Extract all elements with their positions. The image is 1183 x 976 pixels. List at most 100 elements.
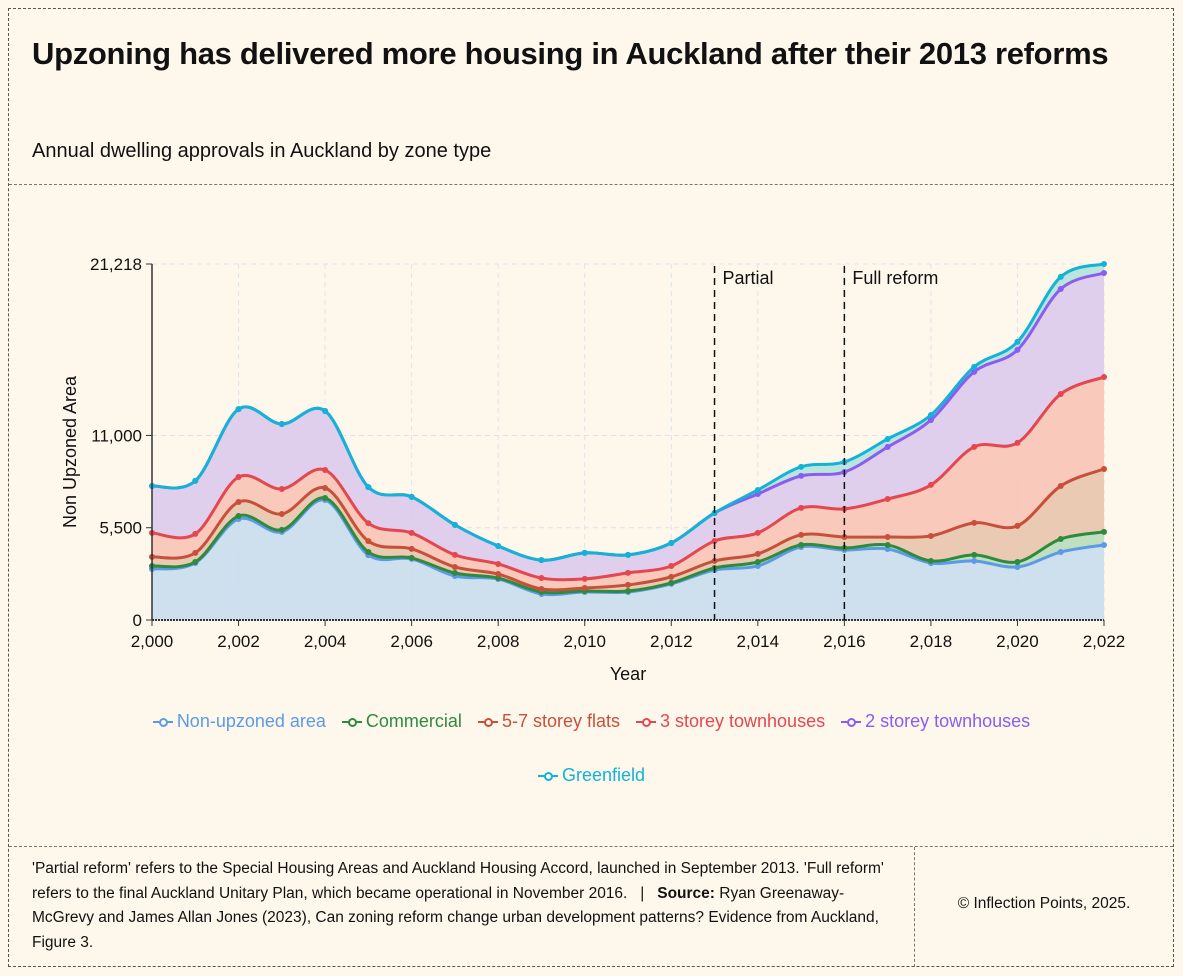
point-commercial: [971, 551, 978, 558]
legend-marker-icon: [537, 770, 558, 782]
legend-item[interactable]: 3 storey townhouses: [635, 711, 826, 732]
point-commercial: [625, 587, 631, 594]
point-commercial: [235, 512, 242, 519]
x-tick-label: 2,020: [996, 632, 1039, 651]
y-tick-label: 0: [133, 611, 142, 630]
point-commercial: [798, 542, 805, 549]
point-3-storey-townhouses: [322, 467, 329, 474]
point-3-storey-townhouses: [798, 504, 805, 511]
point-commercial: [322, 495, 329, 502]
point-greenfield: [495, 543, 502, 550]
x-axis-label: Year: [610, 664, 646, 684]
x-tick-label: 2,018: [910, 632, 953, 651]
point-3-storey-townhouses: [1014, 439, 1021, 446]
point-commercial: [451, 570, 458, 577]
legend-label: 3 storey townhouses: [659, 711, 826, 731]
point-commercial: [884, 542, 891, 549]
point-greenfield: [278, 421, 285, 428]
point-commercial: [927, 557, 934, 564]
point-5-7-storey-flats: [278, 510, 285, 517]
chart-title: Upzoning has delivered more housing in A…: [32, 36, 1109, 71]
point-greenfield: [322, 407, 329, 414]
point-2-storey-townhouses: [1014, 346, 1021, 353]
header-divider: [9, 184, 1173, 185]
chart-subtitle: Annual dwelling approvals in Auckland by…: [32, 140, 492, 162]
point-greenfield: [625, 551, 631, 558]
legend-label: Greenfield: [561, 765, 646, 785]
point-3-storey-townhouses: [235, 474, 242, 481]
point-greenfield: [668, 539, 675, 546]
point-3-storey-townhouses: [192, 530, 199, 537]
point-3-storey-townhouses: [495, 560, 502, 567]
point-commercial: [408, 554, 415, 561]
point-5-7-storey-flats: [927, 532, 934, 539]
legend-item[interactable]: Commercial: [341, 711, 462, 732]
y-tick-label: 5,500: [99, 519, 142, 538]
point-non-upzoned-area: [1057, 549, 1064, 556]
reform-note: 'Partial reform' refers to the Special H…: [32, 860, 884, 902]
legend-item[interactable]: Greenfield: [537, 765, 646, 786]
legend-item[interactable]: 2 storey townhouses: [841, 711, 1030, 732]
x-tick-label: 2,014: [737, 632, 780, 651]
point-3-storey-townhouses: [754, 529, 761, 536]
separator: |: [640, 884, 645, 902]
legend-item[interactable]: Non-upzoned area: [152, 711, 326, 732]
annotation-label-full-reform: Full reform: [852, 268, 938, 288]
y-axis-label: Non Upzoned Area: [60, 375, 80, 528]
point-greenfield: [451, 521, 458, 528]
point-3-storey-townhouses: [625, 569, 631, 576]
point-5-7-storey-flats: [538, 585, 545, 592]
legend-marker-icon: [841, 716, 862, 728]
point-3-storey-townhouses: [1101, 374, 1107, 381]
point-commercial: [1057, 535, 1064, 542]
point-greenfield: [1014, 338, 1021, 345]
legend-marker-icon: [635, 716, 656, 728]
footer-vertical-divider: [914, 847, 915, 967]
point-3-storey-townhouses: [971, 443, 978, 450]
point-3-storey-townhouses: [408, 529, 415, 536]
point-3-storey-townhouses: [668, 562, 675, 569]
point-5-7-storey-flats: [495, 571, 502, 578]
legend-item[interactable]: 5-7 storey flats: [477, 711, 620, 732]
point-3-storey-townhouses: [451, 551, 458, 558]
y-tick-label: 11,000: [91, 426, 142, 445]
point-5-7-storey-flats: [1101, 465, 1107, 472]
source-text: Ryan Greenaway-McGrevy and James Allan J…: [32, 884, 879, 951]
x-tick-label: 2,006: [390, 632, 433, 651]
legend: Non-upzoned area Commercial 5-7 storey fla…: [0, 711, 1183, 732]
point-greenfield: [235, 406, 242, 413]
point-3-storey-townhouses: [1057, 390, 1064, 397]
footer-note: 'Partial reform' refers to the Special H…: [32, 857, 902, 955]
point-greenfield: [927, 411, 934, 418]
point-commercial: [365, 549, 372, 556]
point-commercial: [754, 558, 761, 565]
point-3-storey-townhouses: [884, 496, 891, 503]
point-greenfield: [971, 363, 978, 370]
point-greenfield: [798, 463, 805, 470]
legend-label: 5-7 storey flats: [501, 711, 620, 731]
x-tick-label: 2,016: [823, 632, 866, 651]
source-label: Source:: [657, 884, 715, 902]
point-5-7-storey-flats: [1057, 482, 1064, 489]
point-2-storey-townhouses: [971, 368, 978, 375]
y-tick-label: 21,218: [90, 255, 142, 274]
point-3-storey-townhouses: [927, 481, 934, 488]
legend-marker-icon: [341, 716, 362, 728]
point-commercial: [192, 558, 199, 565]
point-3-storey-townhouses: [581, 575, 588, 582]
point-non-upzoned-area: [1101, 542, 1107, 549]
area-non-upzoned-area: [152, 499, 1104, 620]
point-2-storey-townhouses: [884, 444, 891, 451]
point-greenfield: [192, 477, 199, 484]
point-5-7-storey-flats: [625, 581, 631, 588]
point-5-7-storey-flats: [235, 499, 242, 506]
area-2-storey-townhouses: [152, 273, 1104, 580]
point-greenfield: [538, 557, 545, 564]
legend-label: Non-upzoned area: [176, 711, 326, 731]
footer-divider: [9, 846, 1173, 847]
point-5-7-storey-flats: [668, 573, 675, 580]
x-tick-label: 2,008: [477, 632, 520, 651]
point-3-storey-townhouses: [365, 520, 372, 527]
point-commercial: [668, 579, 675, 586]
point-5-7-storey-flats: [754, 550, 761, 557]
